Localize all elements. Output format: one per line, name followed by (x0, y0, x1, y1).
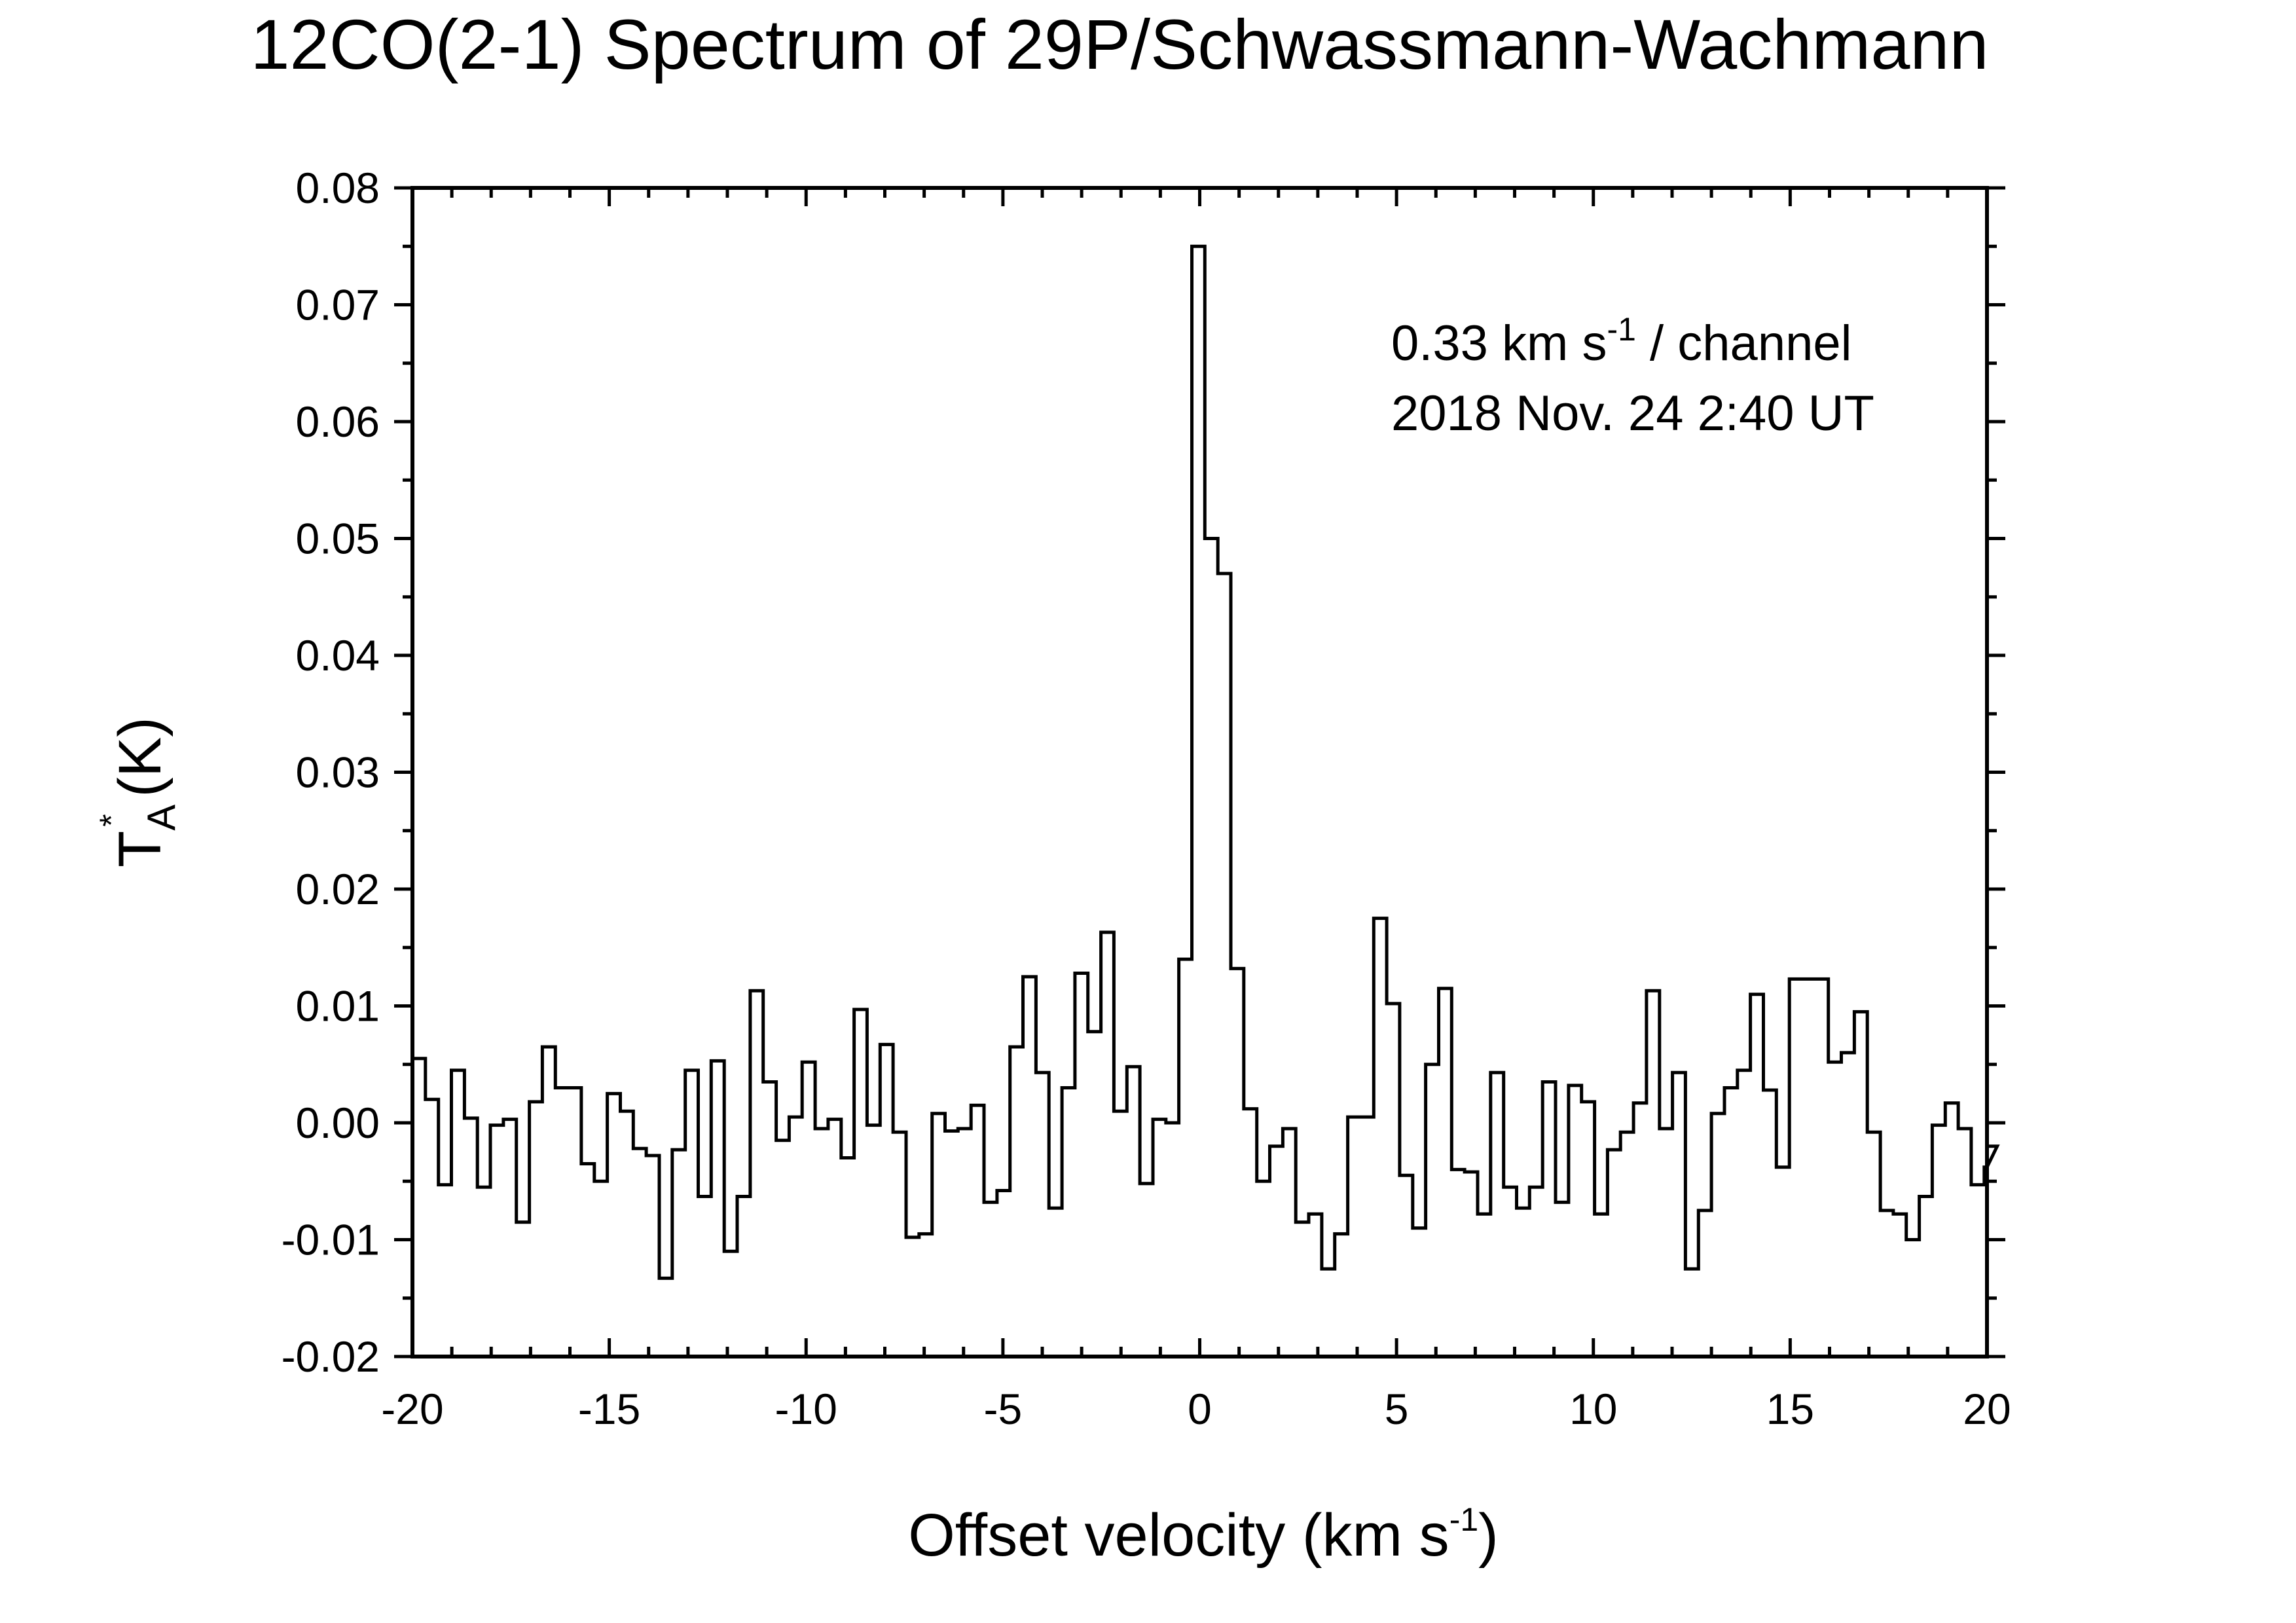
x-tick-label: -10 (775, 1385, 837, 1433)
annotation-channel-width: 0.33 km s-1 / channel (1391, 311, 1852, 371)
tick-labels: -20 -15 -10 -5 0 5 10 15 20 -0.02 -0.01 0.00 0.01 0.0… (282, 164, 2011, 1433)
y-tick-label: 0.00 (296, 1099, 380, 1147)
y-axis-title-superscript: * (93, 814, 130, 826)
y-axis-title: TA * (K) (93, 717, 183, 867)
y-tick-label: 0.04 (296, 631, 380, 680)
x-tick-label: -20 (381, 1385, 443, 1433)
y-axis-title-unit: (K) (107, 717, 173, 814)
x-axis-title: Offset velocity (km s-1) (908, 1501, 1499, 1569)
annotation-channel-width-unit: / channel (1636, 316, 1852, 371)
chart-title: 12CO(2-1) Spectrum of 29P/Schwassmann-Wa… (250, 5, 1988, 84)
y-axis-title-main: T (107, 831, 173, 867)
y-tick-label: 0.03 (296, 748, 380, 797)
plot-frame (410, 186, 1989, 1359)
spectrum-step-line (412, 244, 2000, 1280)
x-tick-label: 10 (1569, 1385, 1617, 1433)
y-tick-label: 0.05 (296, 515, 380, 563)
x-tick-label: -5 (984, 1385, 1023, 1433)
annotation-channel-width-superscript: -1 (1607, 311, 1635, 348)
svg-text:TA* (K): TA * (K) (93, 717, 183, 867)
x-axis-title-main: Offset velocity (km s (908, 1502, 1449, 1569)
x-tick-label: 20 (1963, 1385, 2011, 1433)
x-tick-label: 0 (1188, 1385, 1212, 1433)
y-tick-label: 0.01 (296, 982, 380, 1030)
y-tick-label: -0.01 (282, 1216, 380, 1264)
x-tick-label: -15 (578, 1385, 640, 1433)
y-axis-title-subscript: A (139, 805, 183, 831)
x-axis-title-superscript: -1 (1449, 1501, 1478, 1538)
y-tick-label: 0.07 (296, 281, 380, 329)
x-tick-label: 5 (1385, 1385, 1409, 1433)
y-tick-label: 0.08 (296, 164, 380, 212)
annotation-channel-width-text: 0.33 km s (1391, 316, 1607, 371)
annotation-observation-date: 2018 Nov. 24 2:40 UT (1391, 386, 1874, 441)
y-tick-label: 0.06 (296, 397, 380, 446)
y-tick-label: 0.02 (296, 865, 380, 913)
y-tick-label: -0.02 (282, 1332, 380, 1381)
x-tick-label: 15 (1766, 1385, 1814, 1433)
x-axis-title-tail: ) (1478, 1502, 1499, 1569)
